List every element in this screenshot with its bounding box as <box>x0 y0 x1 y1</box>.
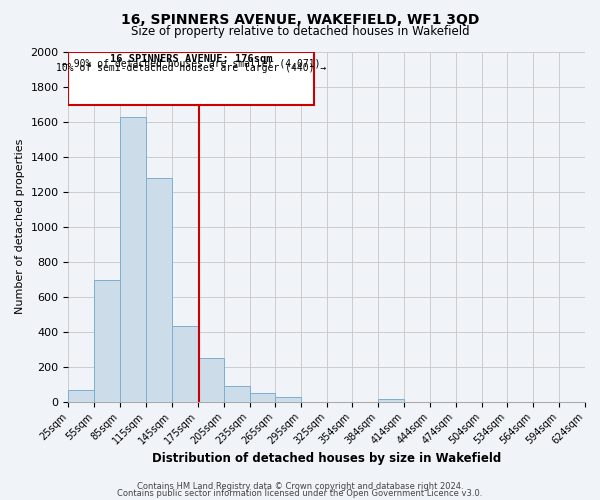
Bar <box>250 392 275 402</box>
Bar <box>68 390 94 402</box>
Text: Contains public sector information licensed under the Open Government Licence v3: Contains public sector information licen… <box>118 489 482 498</box>
Text: 16 SPINNERS AVENUE: 176sqm: 16 SPINNERS AVENUE: 176sqm <box>110 54 272 64</box>
Bar <box>120 116 146 402</box>
X-axis label: Distribution of detached houses by size in Wakefield: Distribution of detached houses by size … <box>152 452 502 465</box>
Bar <box>378 399 404 402</box>
Y-axis label: Number of detached properties: Number of detached properties <box>15 139 25 314</box>
Text: 10% of semi-detached houses are larger (440) →: 10% of semi-detached houses are larger (… <box>56 64 326 74</box>
Bar <box>146 178 172 402</box>
Bar <box>68 52 314 105</box>
Bar <box>94 280 120 402</box>
Bar <box>172 326 198 402</box>
Bar <box>198 358 224 402</box>
Bar <box>224 386 250 402</box>
Text: Size of property relative to detached houses in Wakefield: Size of property relative to detached ho… <box>131 25 469 38</box>
Bar <box>275 397 301 402</box>
Text: 16, SPINNERS AVENUE, WAKEFIELD, WF1 3QD: 16, SPINNERS AVENUE, WAKEFIELD, WF1 3QD <box>121 12 479 26</box>
Text: Contains HM Land Registry data © Crown copyright and database right 2024.: Contains HM Land Registry data © Crown c… <box>137 482 463 491</box>
Text: ← 90% of detached houses are smaller (4,071): ← 90% of detached houses are smaller (4,… <box>62 59 320 69</box>
